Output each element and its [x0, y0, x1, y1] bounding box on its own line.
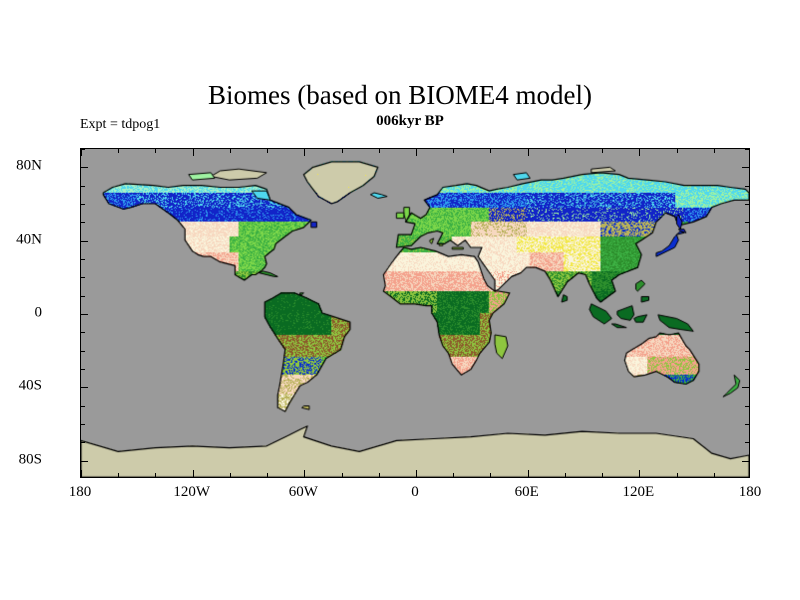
y-tick-right [742, 314, 749, 315]
map-subtitle: 006kyr BP [376, 113, 444, 129]
x-tick [341, 473, 343, 477]
x-tick [81, 470, 82, 477]
x-tick-top [564, 149, 566, 153]
y-tick [81, 259, 85, 260]
y-tick [81, 277, 85, 279]
x-tick-top [81, 149, 82, 156]
y-tick [81, 240, 88, 242]
y-tick-right [745, 295, 749, 297]
x-tick-top [676, 149, 678, 153]
x-tick [416, 470, 417, 477]
x-tick [267, 473, 269, 477]
x-tick [378, 473, 380, 477]
y-axis-tick-label: 40N [16, 231, 42, 248]
x-tick-top [118, 149, 120, 153]
y-tick [81, 460, 88, 462]
world-biome-map [81, 149, 749, 477]
x-tick [527, 470, 529, 477]
x-axis-tick-label: 60W [288, 484, 318, 500]
x-tick [713, 473, 715, 477]
y-axis-tick-label: 80S [18, 451, 42, 468]
y-tick-right [745, 405, 749, 407]
x-tick-top [304, 149, 306, 156]
x-tick [118, 473, 120, 477]
x-tick-top [453, 149, 455, 153]
y-tick-right [745, 185, 749, 187]
x-tick-top [229, 149, 231, 153]
x-axis-tick-label: 120E [622, 484, 655, 500]
x-tick [564, 473, 566, 477]
y-tick-right [745, 350, 749, 352]
y-tick-right [745, 259, 749, 260]
x-tick [304, 470, 306, 477]
y-tick-right [745, 424, 749, 425]
x-axis-tick-label: 120W [173, 484, 210, 500]
x-tick [639, 470, 641, 477]
y-tick-right [745, 222, 749, 224]
y-tick-right [745, 204, 749, 205]
y-tick [81, 405, 85, 407]
y-tick [81, 295, 85, 297]
y-tick [81, 387, 88, 389]
x-axis-tick-label: 180 [738, 484, 762, 500]
y-tick [81, 149, 85, 150]
x-axis-tick-label: 180 [68, 484, 92, 500]
y-tick [81, 350, 85, 352]
x-tick-top [416, 149, 417, 156]
y-tick-right [745, 332, 749, 334]
y-axis-tick-label: 80N [16, 157, 42, 174]
y-tick-right [745, 442, 749, 444]
x-tick [229, 473, 231, 477]
x-tick [676, 473, 678, 477]
y-tick [81, 332, 85, 334]
y-tick [81, 442, 85, 444]
y-tick [81, 222, 85, 224]
x-tick-top [490, 149, 492, 153]
y-tick [81, 369, 85, 370]
x-tick-top [192, 149, 194, 156]
y-tick [81, 424, 85, 425]
y-tick [81, 185, 85, 187]
y-tick-right [745, 369, 749, 370]
y-tick-right [742, 167, 749, 169]
y-tick-right [745, 277, 749, 279]
x-axis-tick-label: 60E [514, 484, 539, 500]
experiment-label: Expt = tdpog1 [80, 117, 161, 132]
x-tick-top [527, 149, 529, 156]
map-plot-frame [80, 148, 750, 478]
y-tick-right [745, 149, 749, 150]
page-title: Biomes (based on BIOME4 model) [208, 80, 592, 110]
x-tick [453, 473, 455, 477]
y-tick-right [742, 387, 749, 389]
y-axis-tick-label: 40S [18, 377, 42, 394]
y-axis-tick-label: 0 [34, 304, 43, 321]
x-tick [602, 473, 604, 477]
x-tick [192, 470, 194, 477]
x-tick-top [378, 149, 380, 153]
y-tick [81, 204, 85, 205]
y-tick-right [742, 240, 749, 242]
x-tick-top [341, 149, 343, 153]
y-tick [81, 167, 88, 169]
x-tick [490, 473, 492, 477]
x-tick-top [713, 149, 715, 153]
x-tick-top [155, 149, 157, 153]
x-axis-tick-label: 0 [411, 484, 419, 500]
y-tick [81, 314, 88, 315]
x-tick-top [602, 149, 604, 153]
y-tick-right [742, 460, 749, 462]
x-tick-top [639, 149, 641, 156]
x-tick [155, 473, 157, 477]
x-tick-top [267, 149, 269, 153]
